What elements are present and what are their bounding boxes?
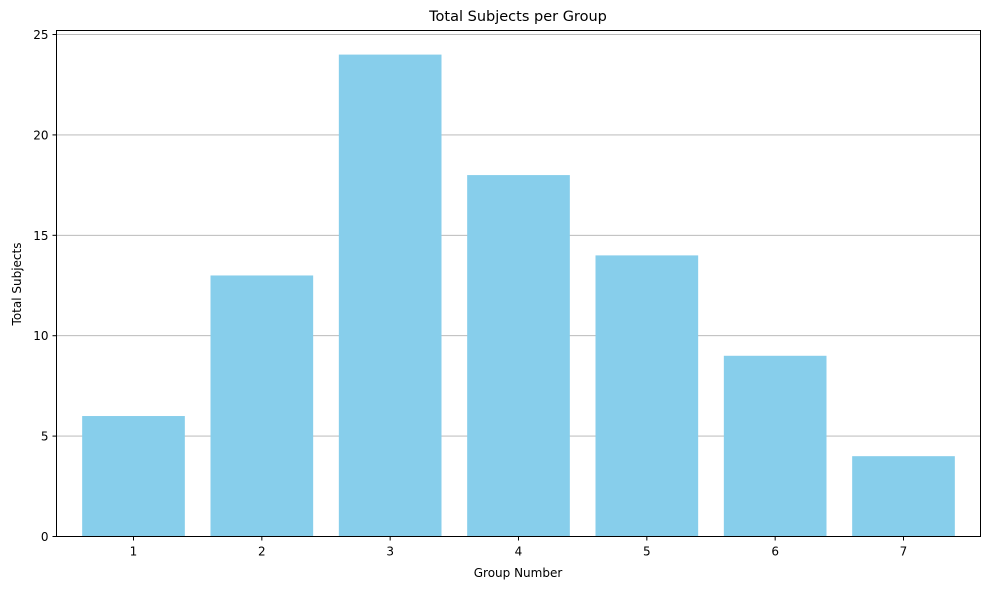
x-tick-label: 1 xyxy=(130,545,138,559)
x-axis-ticks: 1 2 3 4 5 6 7 xyxy=(130,536,908,559)
x-tick-label: 5 xyxy=(643,545,651,559)
x-tick-label: 2 xyxy=(258,545,266,559)
y-axis-label: Total Subjects xyxy=(10,243,24,327)
y-tick-label: 10 xyxy=(33,329,48,343)
bars xyxy=(82,54,955,537)
bar-group-1 xyxy=(82,416,185,537)
bar-group-4 xyxy=(467,175,570,537)
chart-title: Total Subjects per Group xyxy=(428,9,607,25)
bar-group-3 xyxy=(338,54,442,537)
y-tick-label: 15 xyxy=(33,229,48,243)
bar-group-7 xyxy=(852,456,955,537)
x-tick-label: 4 xyxy=(515,545,523,559)
bar-group-5 xyxy=(595,255,699,537)
plot-frame xyxy=(56,30,981,537)
bar-group-6 xyxy=(723,355,827,537)
bar-group-2 xyxy=(210,275,314,537)
x-axis-label: Group Number xyxy=(474,566,563,580)
y-tick-label: 25 xyxy=(33,28,48,42)
y-tick-label: 5 xyxy=(41,430,49,444)
y-axis-ticks: 0 5 10 15 20 25 xyxy=(33,28,57,544)
x-tick-label: 3 xyxy=(386,545,394,559)
y-tick-label: 0 xyxy=(41,530,49,544)
x-tick-label: 6 xyxy=(771,545,779,559)
y-tick-label: 20 xyxy=(33,128,48,142)
x-tick-label: 7 xyxy=(900,545,908,559)
